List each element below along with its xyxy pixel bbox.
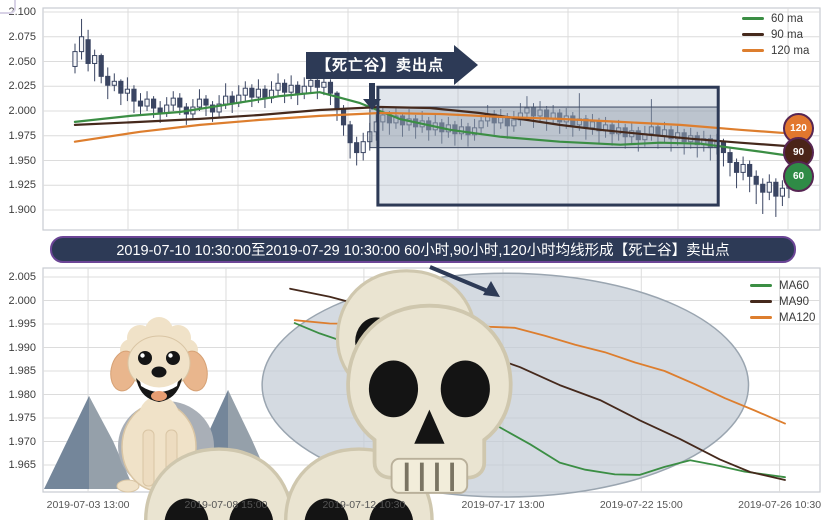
y-tick-label: 1.925 [0,180,36,191]
y-tick-label: 1.950 [0,156,36,167]
x-tick-label: 2019-07-08 15:00 [166,499,286,511]
y-tick-label: 1.900 [0,205,36,216]
legend-item: MA90 [750,295,815,308]
bottom-chart-legend: MA60 MA90 MA120 [750,279,815,324]
x-tick-label: 2019-07-17 13:00 [443,499,563,511]
legend-item: 120 ma [742,44,809,57]
death-valley-annotation: 【死亡谷】卖出点 [306,52,454,79]
x-tick-label: 2019-07-26 10:30 [720,499,827,511]
legend-label: 120 ma [771,45,809,57]
legend-label: MA90 [779,296,809,308]
legend-label: 90 ma [771,29,803,41]
ma60-end-badge: 60 [783,161,814,192]
y-tick-label: 2.005 [0,272,36,283]
ma90-line-swatch [750,300,772,303]
y-tick-label: 2.025 [0,81,36,92]
death-valley-chart-page: 2.1002.0752.0502.0252.0001.9751.9501.925… [0,0,827,520]
y-tick-label: 2.050 [0,57,36,68]
cropped-corner-mark [0,0,16,14]
legend-item: MA120 [750,311,815,324]
legend-item: 60 ma [742,12,809,25]
top-chart-legend: 60 ma 90 ma 120 ma [742,12,809,57]
y-tick-label: 2.000 [0,296,36,307]
y-tick-label: 1.965 [0,460,36,471]
y-tick-label: 2.075 [0,32,36,43]
y-tick-label: 1.985 [0,366,36,377]
legend-label: MA120 [779,312,815,324]
y-tick-label: 1.980 [0,390,36,401]
date-range-banner: 2019-07-10 10:30:00至2019-07-29 10:30:00 … [50,236,796,263]
legend-item: 90 ma [742,28,809,41]
legend-item: MA60 [750,279,815,292]
x-tick-label: 2019-07-22 15:00 [581,499,701,511]
x-tick-label: 2019-07-12 10:30 [304,499,424,511]
y-tick-label: 1.975 [0,413,36,424]
y-tick-label: 1.990 [0,343,36,354]
ma120-line-swatch [750,316,772,319]
y-tick-label: 1.970 [0,437,36,448]
ma90-line-swatch [742,33,764,36]
y-tick-label: 1.975 [0,131,36,142]
ma60-line-swatch [750,284,772,287]
x-tick-label: 2019-07-03 13:00 [28,499,148,511]
legend-label: MA60 [779,280,809,292]
y-tick-label: 1.995 [0,319,36,330]
legend-label: 60 ma [771,13,803,25]
y-tick-label: 2.000 [0,106,36,117]
ma60-line-swatch [742,17,764,20]
ma120-line-swatch [742,49,764,52]
death-valley-highlight-box [370,87,718,205]
